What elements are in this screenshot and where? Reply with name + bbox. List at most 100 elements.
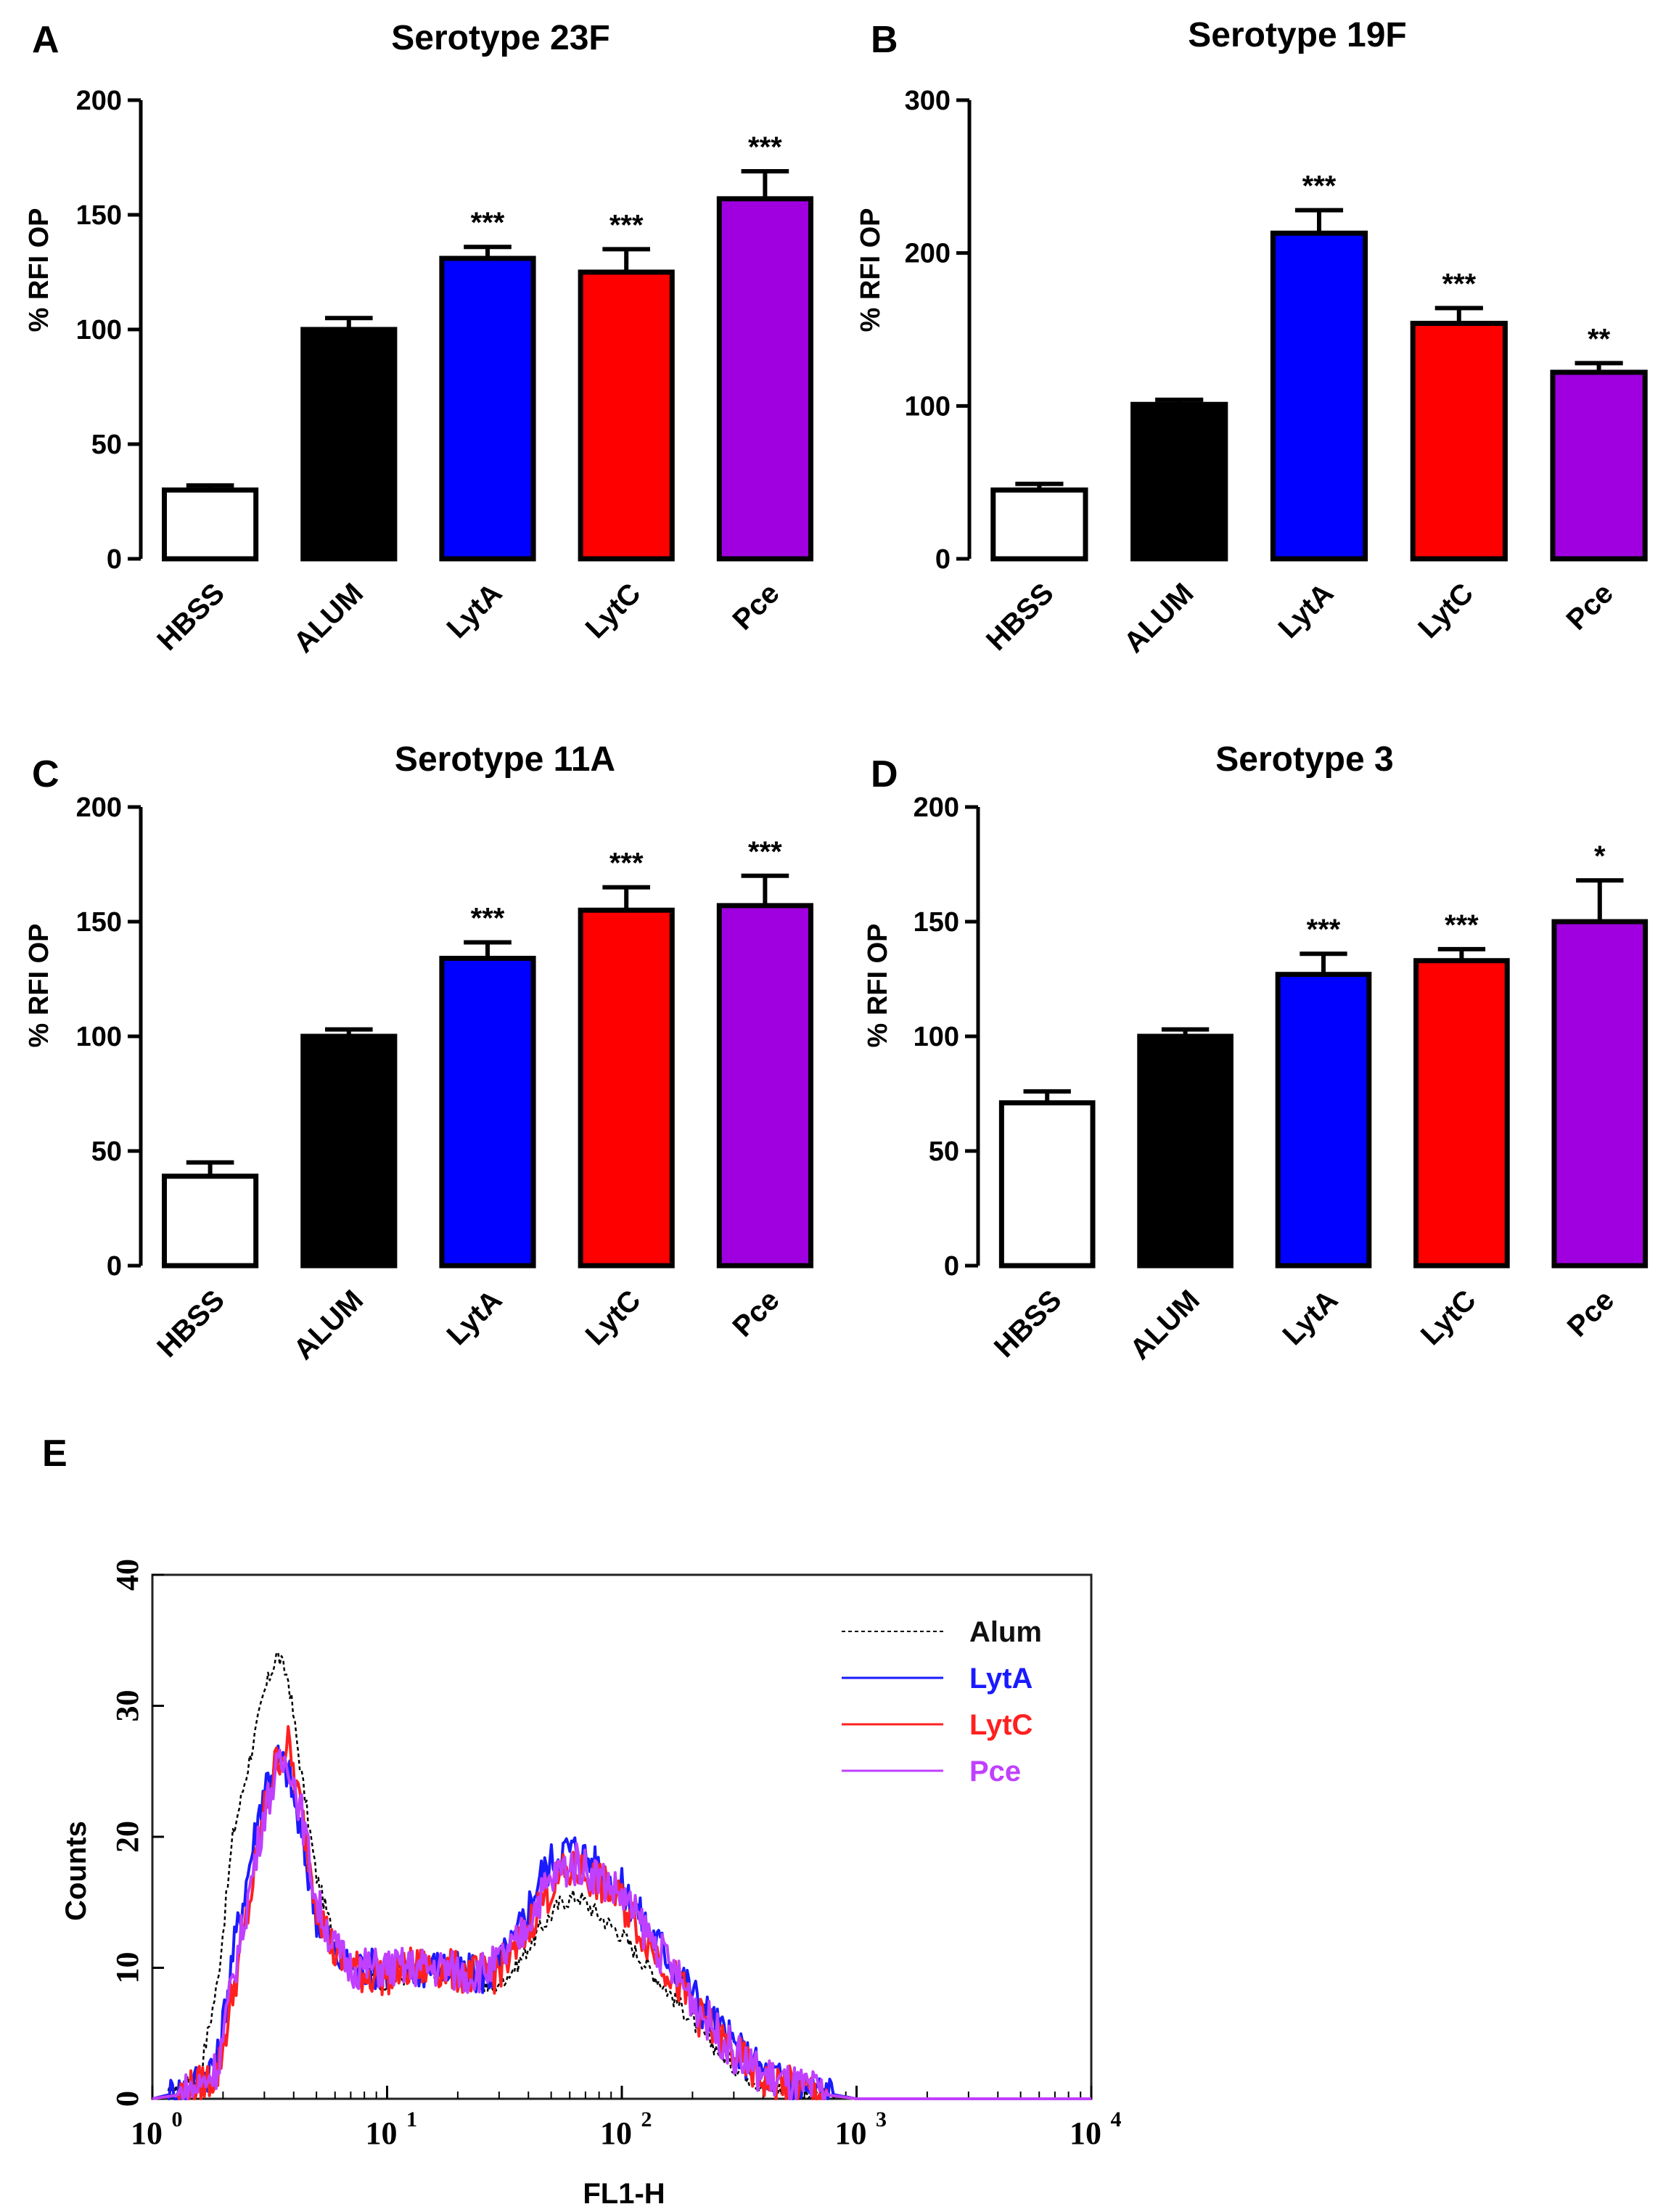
significance-label: *** xyxy=(471,902,505,934)
category-label: LytC xyxy=(580,1284,647,1351)
y-tick-label: 200 xyxy=(76,86,122,116)
panel-label-c: C xyxy=(32,753,59,795)
category-label: HBSS xyxy=(988,1284,1068,1364)
significance-label: *** xyxy=(1302,171,1337,202)
histogram-plot: 0 10 20 30 40 10 0 10 1 10 2 10 3 10 4 Alum LytA LytC Pce xyxy=(110,1559,1122,2151)
bar-plot-d: 0 50 100 150 200 HBSS ALUM *** LytA *** LytC * Pce xyxy=(914,792,1649,1366)
y-tick-label: 20 xyxy=(110,1821,145,1853)
panel-c: C Serotype 11A % RFI OP 0 50 100 150 200 HBSS… xyxy=(24,740,813,1366)
y-tick-label: 150 xyxy=(76,200,122,231)
chart-title-c: Serotype 11A xyxy=(395,740,615,779)
category-label: Pce xyxy=(726,577,785,636)
significance-label: *** xyxy=(609,848,644,880)
y-tick-label: 200 xyxy=(905,239,951,269)
x-tick-label: 10 xyxy=(131,2115,163,2151)
category-label: LytA xyxy=(1276,1284,1344,1351)
plot-frame xyxy=(151,1573,1093,2100)
significance-label: *** xyxy=(748,836,782,868)
bar-lytc xyxy=(578,269,675,562)
panel-label-a: A xyxy=(32,19,59,61)
y-axis-label-d: % RFI OP xyxy=(863,923,893,1047)
category-label: Pce xyxy=(1561,577,1620,636)
bar-lyta xyxy=(439,956,536,1269)
y-tick-label: 0 xyxy=(107,544,122,575)
y-tick-label: 150 xyxy=(914,907,959,938)
bar-alum xyxy=(1130,401,1228,562)
significance-label: *** xyxy=(471,207,505,239)
y-tick-label: 100 xyxy=(905,391,951,422)
series-line-pce xyxy=(152,1748,1091,2100)
x-tick-exponent: 0 xyxy=(172,2107,183,2131)
bar-hbss xyxy=(162,1173,259,1269)
x-tick-label: 10 xyxy=(366,2115,398,2151)
x-tick-label: 10 xyxy=(835,2115,867,2151)
panel-d: D Serotype 3 % RFI OP 0 50 100 150 200 HBSS AL… xyxy=(863,740,1649,1366)
series-line-alum xyxy=(152,1651,1091,2100)
category-label: ALUM xyxy=(1118,577,1200,659)
y-tick-label: 10 xyxy=(110,1952,145,1984)
y-tick-label: 100 xyxy=(76,1022,122,1052)
y-tick-label: 50 xyxy=(91,1136,122,1167)
significance-label: *** xyxy=(1445,909,1479,941)
category-label: Pce xyxy=(726,1284,785,1343)
panel-b: B Serotype 19F % RFI OP 0 100 200 300 HBSS AL… xyxy=(855,16,1648,659)
chart-title-b: Serotype 19F xyxy=(1188,16,1406,54)
panel-a: A Serotype 23F % RFI OP 0 50 100 150 200 HBSS… xyxy=(24,19,813,659)
bar-pce xyxy=(716,903,813,1269)
bar-hbss xyxy=(162,487,259,562)
chart-title-d: Serotype 3 xyxy=(1215,740,1393,779)
panel-e: E Counts FL1-H 0 10 20 30 40 10 0 10 1 10 2 10 3 10 4 A… xyxy=(42,1433,1122,2210)
bar-alum xyxy=(1137,1033,1233,1269)
bar-pce xyxy=(1550,369,1648,562)
legend-label-lytc: LytC xyxy=(969,1709,1033,1741)
bar-pce xyxy=(1551,919,1649,1269)
significance-label: ** xyxy=(1588,323,1611,355)
bar-lyta xyxy=(439,255,536,562)
y-tick-label: 200 xyxy=(914,792,959,823)
panel-label-b: B xyxy=(871,19,898,61)
y-tick-label: 0 xyxy=(944,1251,959,1282)
significance-label: *** xyxy=(1442,269,1476,300)
bar-lyta xyxy=(1275,972,1372,1269)
category-label: ALUM xyxy=(287,1284,369,1366)
category-label: Pce xyxy=(1561,1284,1620,1343)
x-tick-exponent: 4 xyxy=(1111,2107,1122,2131)
x-tick-label: 10 xyxy=(600,2115,632,2151)
panel-label-d: D xyxy=(871,753,898,795)
y-tick-label: 40 xyxy=(110,1559,145,1591)
y-axis-label-a: % RFI OP xyxy=(24,208,54,332)
category-label: ALUM xyxy=(287,577,369,659)
category-label: LytC xyxy=(1412,577,1479,644)
category-label: HBSS xyxy=(151,1284,231,1364)
bar-pce xyxy=(716,196,813,562)
category-label: LytC xyxy=(1415,1284,1482,1351)
bar-hbss xyxy=(998,1100,1096,1269)
bar-hbss xyxy=(990,487,1088,562)
x-tick-exponent: 1 xyxy=(406,2107,417,2131)
panel-label-e: E xyxy=(42,1433,67,1475)
category-label: ALUM xyxy=(1124,1284,1206,1366)
y-axis-label-e: Counts xyxy=(60,1821,92,1921)
y-tick-label: 0 xyxy=(935,544,951,575)
y-tick-label: 30 xyxy=(110,1690,145,1722)
significance-label: *** xyxy=(609,209,644,241)
significance-label: *** xyxy=(748,131,782,163)
category-label: LytA xyxy=(1272,577,1339,644)
y-tick-label: 100 xyxy=(914,1022,959,1052)
bar-lytc xyxy=(1410,321,1508,562)
bar-alum xyxy=(300,1033,398,1269)
category-label: LytA xyxy=(440,577,508,644)
y-tick-label: 150 xyxy=(76,907,122,938)
x-tick-exponent: 3 xyxy=(876,2107,887,2131)
category-label: HBSS xyxy=(151,577,231,657)
x-axis-label-e: FL1-H xyxy=(583,2178,665,2210)
significance-label: * xyxy=(1594,840,1606,872)
y-axis-label-c: % RFI OP xyxy=(24,923,54,1047)
bar-plot-c: 0 50 100 150 200 HBSS ALUM *** LytA *** LytC *** Pce xyxy=(76,792,813,1366)
legend-label-alum: Alum xyxy=(969,1616,1042,1648)
bar-lytc xyxy=(578,907,675,1269)
category-label: LytA xyxy=(440,1284,508,1351)
y-tick-label: 0 xyxy=(110,2091,145,2107)
significance-label: *** xyxy=(1307,914,1341,946)
